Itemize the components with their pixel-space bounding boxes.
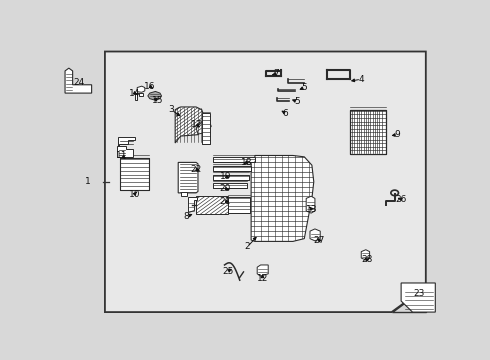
Text: 3: 3	[169, 105, 174, 114]
Text: 13: 13	[306, 205, 318, 214]
PathPatch shape	[227, 197, 250, 213]
Text: 25: 25	[222, 266, 234, 275]
Bar	[350, 110, 386, 154]
PathPatch shape	[213, 157, 255, 162]
PathPatch shape	[213, 166, 251, 171]
Text: 11: 11	[116, 151, 128, 160]
Polygon shape	[135, 93, 143, 100]
Polygon shape	[175, 107, 204, 143]
Text: 21: 21	[220, 197, 231, 206]
Text: 24: 24	[73, 78, 84, 87]
Text: 18: 18	[241, 158, 252, 167]
Text: 6: 6	[282, 109, 288, 118]
Polygon shape	[105, 51, 426, 312]
Polygon shape	[251, 156, 314, 242]
Text: 12: 12	[257, 274, 268, 283]
PathPatch shape	[196, 195, 228, 214]
Polygon shape	[137, 86, 145, 92]
PathPatch shape	[202, 113, 210, 144]
Text: 7: 7	[273, 69, 279, 78]
Text: 28: 28	[362, 256, 373, 265]
Text: 4: 4	[359, 75, 364, 84]
Polygon shape	[65, 68, 92, 93]
Polygon shape	[118, 138, 135, 149]
Polygon shape	[118, 146, 133, 157]
Text: 5: 5	[294, 97, 299, 106]
Bar	[120, 158, 148, 190]
Polygon shape	[306, 196, 315, 213]
Polygon shape	[392, 287, 426, 312]
Polygon shape	[361, 250, 369, 260]
PathPatch shape	[213, 184, 246, 188]
Text: 22: 22	[191, 165, 202, 174]
Text: 26: 26	[395, 195, 407, 204]
Polygon shape	[188, 197, 197, 212]
Polygon shape	[257, 265, 268, 276]
PathPatch shape	[350, 110, 386, 154]
PathPatch shape	[120, 158, 148, 190]
Text: 19: 19	[220, 172, 231, 181]
Text: 15: 15	[152, 95, 164, 104]
Polygon shape	[196, 121, 211, 134]
Text: 23: 23	[413, 289, 425, 298]
Polygon shape	[310, 229, 320, 241]
Text: 1: 1	[85, 177, 91, 186]
Polygon shape	[401, 283, 435, 312]
Text: 27: 27	[314, 236, 325, 245]
Text: 5: 5	[301, 83, 307, 92]
Text: 17: 17	[192, 121, 203, 130]
Polygon shape	[148, 91, 162, 100]
PathPatch shape	[213, 175, 249, 180]
Text: 20: 20	[220, 184, 231, 193]
Polygon shape	[181, 192, 187, 195]
Text: 16: 16	[144, 82, 155, 91]
Text: 8: 8	[184, 212, 190, 221]
Polygon shape	[178, 162, 198, 193]
Text: 10: 10	[129, 190, 140, 199]
Text: 9: 9	[394, 130, 400, 139]
Text: 2: 2	[245, 242, 250, 251]
Text: 14: 14	[129, 89, 140, 98]
